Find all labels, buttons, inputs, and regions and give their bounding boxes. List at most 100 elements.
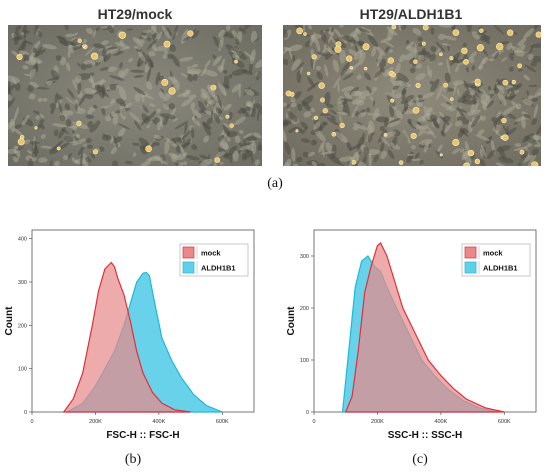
rounded-cell [306, 71, 311, 76]
cell-texture [299, 66, 303, 75]
cell-texture [218, 36, 224, 52]
cell-texture [502, 124, 507, 132]
cell-texture [256, 110, 260, 122]
cell-texture [137, 61, 141, 67]
rounded-cell [318, 82, 325, 89]
cell-texture [442, 115, 451, 122]
cell-texture [472, 94, 477, 105]
cell-texture [22, 65, 29, 70]
cell-texture [358, 90, 370, 98]
cell-texture [190, 63, 198, 71]
cell-texture [380, 136, 391, 147]
cell-texture [128, 57, 134, 63]
cell-texture [307, 25, 313, 30]
cell-texture [489, 90, 495, 95]
cell-texture [63, 135, 74, 143]
panel-a-caption: (a) [267, 176, 283, 191]
y-tick-label: 200 [300, 306, 309, 312]
cell-texture [290, 102, 297, 108]
cell-texture [333, 28, 342, 38]
cell-texture [430, 78, 440, 93]
cell-texture [435, 41, 443, 50]
cell-texture [306, 81, 320, 92]
x-tick-label: 600K [498, 419, 511, 425]
cell-texture [231, 83, 242, 93]
cell-texture [61, 128, 70, 134]
cell-texture [168, 103, 176, 110]
cell-texture [53, 129, 59, 137]
cell-texture [84, 46, 96, 57]
cell-texture [409, 57, 417, 64]
cell-texture [178, 162, 184, 166]
cell-texture [42, 44, 57, 50]
cell-texture [286, 103, 290, 108]
cell-texture [446, 58, 450, 74]
cell-texture [436, 144, 443, 153]
cell-texture [434, 47, 441, 56]
rounded-cell [349, 66, 353, 70]
cell-texture [530, 61, 538, 67]
rounded-cell [476, 44, 485, 52]
cell-texture [184, 120, 188, 134]
cell-texture [376, 46, 386, 56]
cell-texture [507, 113, 516, 120]
cell-texture [395, 77, 401, 81]
cell-texture [74, 75, 82, 83]
cell-texture [357, 112, 367, 118]
cell-texture [71, 129, 80, 144]
cell-texture [155, 71, 161, 86]
cell-texture [374, 68, 383, 78]
rounded-cell [391, 72, 397, 78]
mock-microscopy-image [8, 25, 262, 166]
rounded-cell [474, 78, 481, 85]
cell-texture [171, 54, 180, 67]
cell-texture [161, 25, 171, 40]
cell-texture [358, 27, 370, 33]
cell-texture [147, 110, 157, 121]
cell-texture [283, 102, 288, 107]
cell-texture [101, 134, 112, 141]
cell-texture [54, 92, 59, 104]
cell-texture [100, 105, 112, 109]
cell-texture [101, 84, 106, 97]
cell-texture [367, 34, 379, 48]
cell-texture [520, 150, 529, 159]
cell-texture [119, 105, 127, 121]
cell-texture [147, 58, 154, 69]
cell-texture [251, 107, 256, 112]
y-tick-label: 300 [300, 254, 309, 260]
cell-texture [311, 161, 318, 166]
cell-texture [199, 154, 209, 160]
cell-texture [443, 35, 457, 41]
cell-texture [223, 90, 227, 97]
cell-texture [140, 34, 148, 39]
rounded-cell [145, 145, 152, 153]
cell-texture [315, 122, 327, 133]
cell-texture [14, 82, 21, 91]
cell-texture [228, 74, 233, 79]
cell-texture [174, 121, 187, 130]
cell-texture [327, 153, 341, 164]
cell-texture [480, 144, 487, 158]
cell-texture [394, 63, 401, 75]
cell-texture [219, 141, 229, 150]
cell-texture [84, 87, 96, 95]
cell-texture [470, 100, 479, 114]
cell-texture [192, 117, 201, 127]
rounded-cell [439, 52, 443, 57]
rounded-cell [92, 149, 98, 155]
cell-texture [228, 111, 233, 121]
cell-texture [366, 107, 371, 113]
cell-texture [60, 56, 67, 66]
cell-texture [524, 64, 537, 73]
cell-texture [164, 49, 168, 55]
cell-texture [471, 31, 480, 40]
cell-texture [451, 25, 457, 29]
cell-texture [257, 145, 262, 151]
rounded-cell [214, 157, 221, 163]
cell-texture [495, 162, 509, 166]
rounded-cell [345, 55, 353, 62]
rounded-cell [334, 45, 342, 53]
cell-texture [516, 155, 527, 166]
cell-texture [524, 135, 538, 145]
